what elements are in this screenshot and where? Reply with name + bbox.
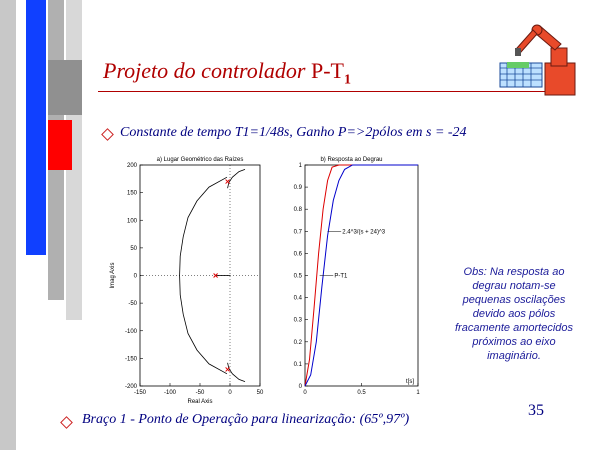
rlocus-ylabel: Imag Axis [110,262,116,288]
step-series-line-0 [304,164,418,387]
rlocus-pole-marker [213,273,218,278]
step-ytick-label: 0.1 [294,362,303,368]
rlocus-pole-marker [225,367,230,372]
rlocus-xtick-label: 0 [228,390,232,396]
step-xtick-label: 0.5 [357,390,366,396]
step-ytick-label: 0.6 [294,251,303,257]
step-title: b) Resposta ao Degrau [320,157,382,163]
step-ytick-label: 0.3 [294,318,303,324]
title-rest: P-T [305,58,344,83]
rlocus-title: a) Lugar Geométrico das Raízes [157,157,244,163]
rlocus-ytick-label: -150 [125,356,138,362]
step-ytick-label: 0.5 [294,274,303,280]
step-annotation-1: P-T1 [334,274,348,280]
page-title: Projeto do controlador P-T1 [103,58,351,88]
step-series-line-1 [304,164,418,387]
bullet-time-constant: Constante de tempo T1=1/48s, Ganho P=>2p… [120,125,467,140]
step-ytick-label: 0.8 [294,207,303,213]
charts-figure: a) Lugar Geométrico das Raízes Real Axis I… [110,157,420,405]
rlocus-branch-2 [227,169,246,189]
step-ytick-label: 0.7 [294,229,303,235]
deco-bar-gray-block [48,60,82,115]
rlocus-ytick-label: 200 [127,163,138,169]
bullet-marker-2 [60,416,73,429]
rlocus-ytick-label: -200 [125,384,138,390]
step-ytick-label: 0.4 [294,296,303,302]
bullet-operating-point: Braço 1 - Ponto de Operação para lineari… [82,412,410,427]
title-italic: Projeto do controlador [103,58,306,83]
rlocus-xtick-label: 50 [257,390,264,396]
title-subscript: 1 [343,72,351,88]
rlocus-xlabel: Real Axis [187,399,212,405]
bullet-marker-1 [101,128,114,141]
deco-bar-red [48,120,72,170]
step-ytick-label: 0 [299,384,303,390]
deco-bar-gray-dark [0,0,16,450]
rlocus-ytick-label: -50 [128,301,137,307]
step-ytick-label: 0.2 [294,340,303,346]
robot-arm-logo [499,24,576,96]
rlocus-xtick-label: -100 [164,390,177,396]
step-xlabel: t[s] [406,379,414,385]
rlocus-xtick-label: -50 [196,390,205,396]
rlocus-xtick-label: -150 [134,390,147,396]
rlocus-branch-0 [179,176,228,375]
step-xtick-label: 1 [416,390,420,396]
rlocus-ytick-label: 50 [130,246,137,252]
step-xtick-label: 0 [303,390,307,396]
rlocus-pole-marker [225,179,230,184]
rlocus-ytick-label: 100 [127,218,138,224]
rlocus-ytick-label: -100 [125,329,138,335]
page-number: 35 [528,402,544,419]
rlocus-ytick-label: 150 [127,191,138,197]
step-annotation-0: 2.4^3/(s + 24)^3 [342,229,385,235]
title-underline [98,91,568,92]
deco-bar-blue [26,0,46,255]
observation-note: Obs: Na resposta ao degrau notam-se pequ… [455,266,573,362]
step-ytick-label: 0.9 [294,185,303,191]
rlocus-branch-3 [227,362,246,382]
step-ytick-label: 1 [299,163,303,169]
rlocus-ytick-label: 0 [134,274,138,280]
